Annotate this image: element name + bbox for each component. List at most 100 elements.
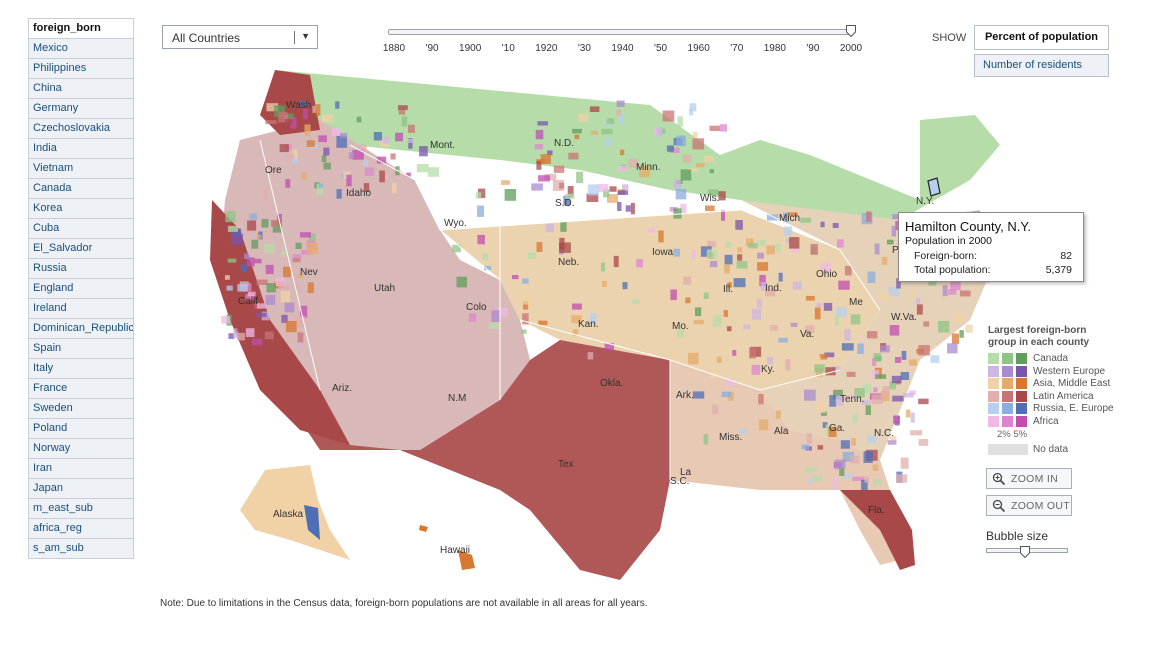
county-cell[interactable]: [312, 105, 317, 113]
county-cell[interactable]: [873, 387, 878, 393]
county-cell[interactable]: [896, 474, 908, 483]
county-cell[interactable]: [719, 124, 727, 132]
zoom-in-button[interactable]: ZOOM IN: [986, 468, 1072, 489]
year-tick-label[interactable]: 1900: [459, 43, 482, 54]
county-cell[interactable]: [676, 329, 685, 338]
county-cell[interactable]: [295, 242, 302, 249]
county-cell[interactable]: [292, 158, 299, 164]
county-cell[interactable]: [700, 246, 712, 257]
county-cell[interactable]: [948, 289, 957, 295]
county-cell[interactable]: [874, 243, 880, 255]
county-cell[interactable]: [752, 308, 762, 320]
county-cell[interactable]: [910, 430, 923, 436]
county-cell[interactable]: [928, 281, 937, 286]
county-cell[interactable]: [693, 319, 704, 325]
county-cell[interactable]: [604, 138, 611, 146]
county-cell[interactable]: [547, 150, 553, 156]
list-item-vietnam[interactable]: Vietnam: [28, 159, 134, 179]
county-cell[interactable]: [703, 433, 709, 445]
county-cell[interactable]: [297, 110, 304, 123]
county-cell[interactable]: [265, 295, 276, 305]
county-cell[interactable]: [303, 108, 308, 120]
county-cell[interactable]: [792, 281, 802, 290]
county-cell[interactable]: [272, 221, 282, 233]
county-cell[interactable]: [669, 147, 680, 153]
county-cell[interactable]: [233, 328, 239, 338]
county-cell[interactable]: [308, 233, 316, 243]
county-cell[interactable]: [501, 180, 510, 185]
list-item-cuba[interactable]: Cuba: [28, 219, 134, 239]
county-cell[interactable]: [721, 391, 732, 398]
county-cell[interactable]: [840, 440, 850, 449]
county-cell[interactable]: [863, 451, 873, 463]
county-cell[interactable]: [721, 210, 725, 221]
county-cell[interactable]: [689, 103, 697, 112]
bubble-size-slider[interactable]: [986, 546, 1068, 562]
county-cell[interactable]: [616, 100, 625, 107]
county-cell[interactable]: [844, 329, 851, 341]
county-cell[interactable]: [839, 468, 845, 477]
county-cell[interactable]: [673, 248, 680, 257]
county-cell[interactable]: [318, 183, 324, 188]
county-cell[interactable]: [613, 255, 619, 268]
list-item-czechoslovakia[interactable]: Czechoslovakia: [28, 119, 134, 139]
list-item-japan[interactable]: Japan: [28, 479, 134, 499]
county-cell[interactable]: [226, 285, 233, 291]
county-cell[interactable]: [521, 329, 527, 334]
county-cell[interactable]: [849, 455, 860, 464]
county-cell[interactable]: [947, 343, 958, 354]
county-cell[interactable]: [622, 282, 628, 290]
county-cell[interactable]: [692, 138, 705, 150]
county-cell[interactable]: [738, 428, 748, 434]
county-cell[interactable]: [512, 275, 519, 280]
county-cell[interactable]: [746, 238, 754, 247]
county-cell[interactable]: [951, 333, 959, 344]
county-cell[interactable]: [900, 457, 909, 469]
county-cell[interactable]: [601, 128, 613, 135]
county-cell[interactable]: [521, 293, 533, 305]
county-cell[interactable]: [810, 243, 818, 255]
county-cell[interactable]: [536, 242, 543, 252]
county-cell[interactable]: [240, 264, 248, 273]
county-cell[interactable]: [822, 422, 828, 428]
county-cell[interactable]: [938, 320, 950, 333]
county-cell[interactable]: [591, 130, 599, 135]
county-cell[interactable]: [704, 155, 715, 163]
county-cell[interactable]: [842, 451, 855, 462]
county-cell[interactable]: [522, 301, 529, 310]
county-cell[interactable]: [563, 195, 571, 205]
county-cell[interactable]: [673, 179, 681, 190]
county-cell[interactable]: [816, 401, 826, 413]
county-cell[interactable]: [406, 172, 411, 177]
list-item-philippines[interactable]: Philippines: [28, 59, 134, 79]
county-cell[interactable]: [285, 179, 291, 188]
county-cell[interactable]: [819, 354, 828, 360]
county-cell[interactable]: [266, 103, 279, 112]
county-cell[interactable]: [724, 254, 733, 265]
county-cell[interactable]: [244, 253, 250, 260]
county-cell[interactable]: [801, 444, 810, 450]
county-cell[interactable]: [620, 149, 625, 156]
county-cell[interactable]: [560, 221, 567, 232]
county-cell[interactable]: [536, 160, 542, 170]
county-cell[interactable]: [787, 212, 798, 217]
county-cell[interactable]: [568, 152, 579, 160]
county-cell[interactable]: [852, 414, 858, 423]
county-cell[interactable]: [959, 290, 971, 297]
county-cell[interactable]: [918, 398, 929, 405]
county-cell[interactable]: [916, 304, 923, 315]
county-cell[interactable]: [392, 182, 397, 194]
county-cell[interactable]: [572, 329, 578, 337]
county-cell[interactable]: [930, 355, 940, 363]
county-cell[interactable]: [586, 193, 599, 202]
county-cell[interactable]: [766, 245, 775, 255]
county-cell[interactable]: [889, 381, 896, 390]
county-cell[interactable]: [316, 183, 324, 196]
year-tick-label[interactable]: '90: [425, 43, 439, 54]
county-cells[interactable]: [221, 100, 990, 491]
county-cell[interactable]: [666, 145, 674, 152]
county-cell[interactable]: [283, 266, 291, 278]
county-cell[interactable]: [712, 404, 719, 415]
county-cell[interactable]: [275, 277, 285, 286]
county-cell[interactable]: [908, 291, 915, 298]
